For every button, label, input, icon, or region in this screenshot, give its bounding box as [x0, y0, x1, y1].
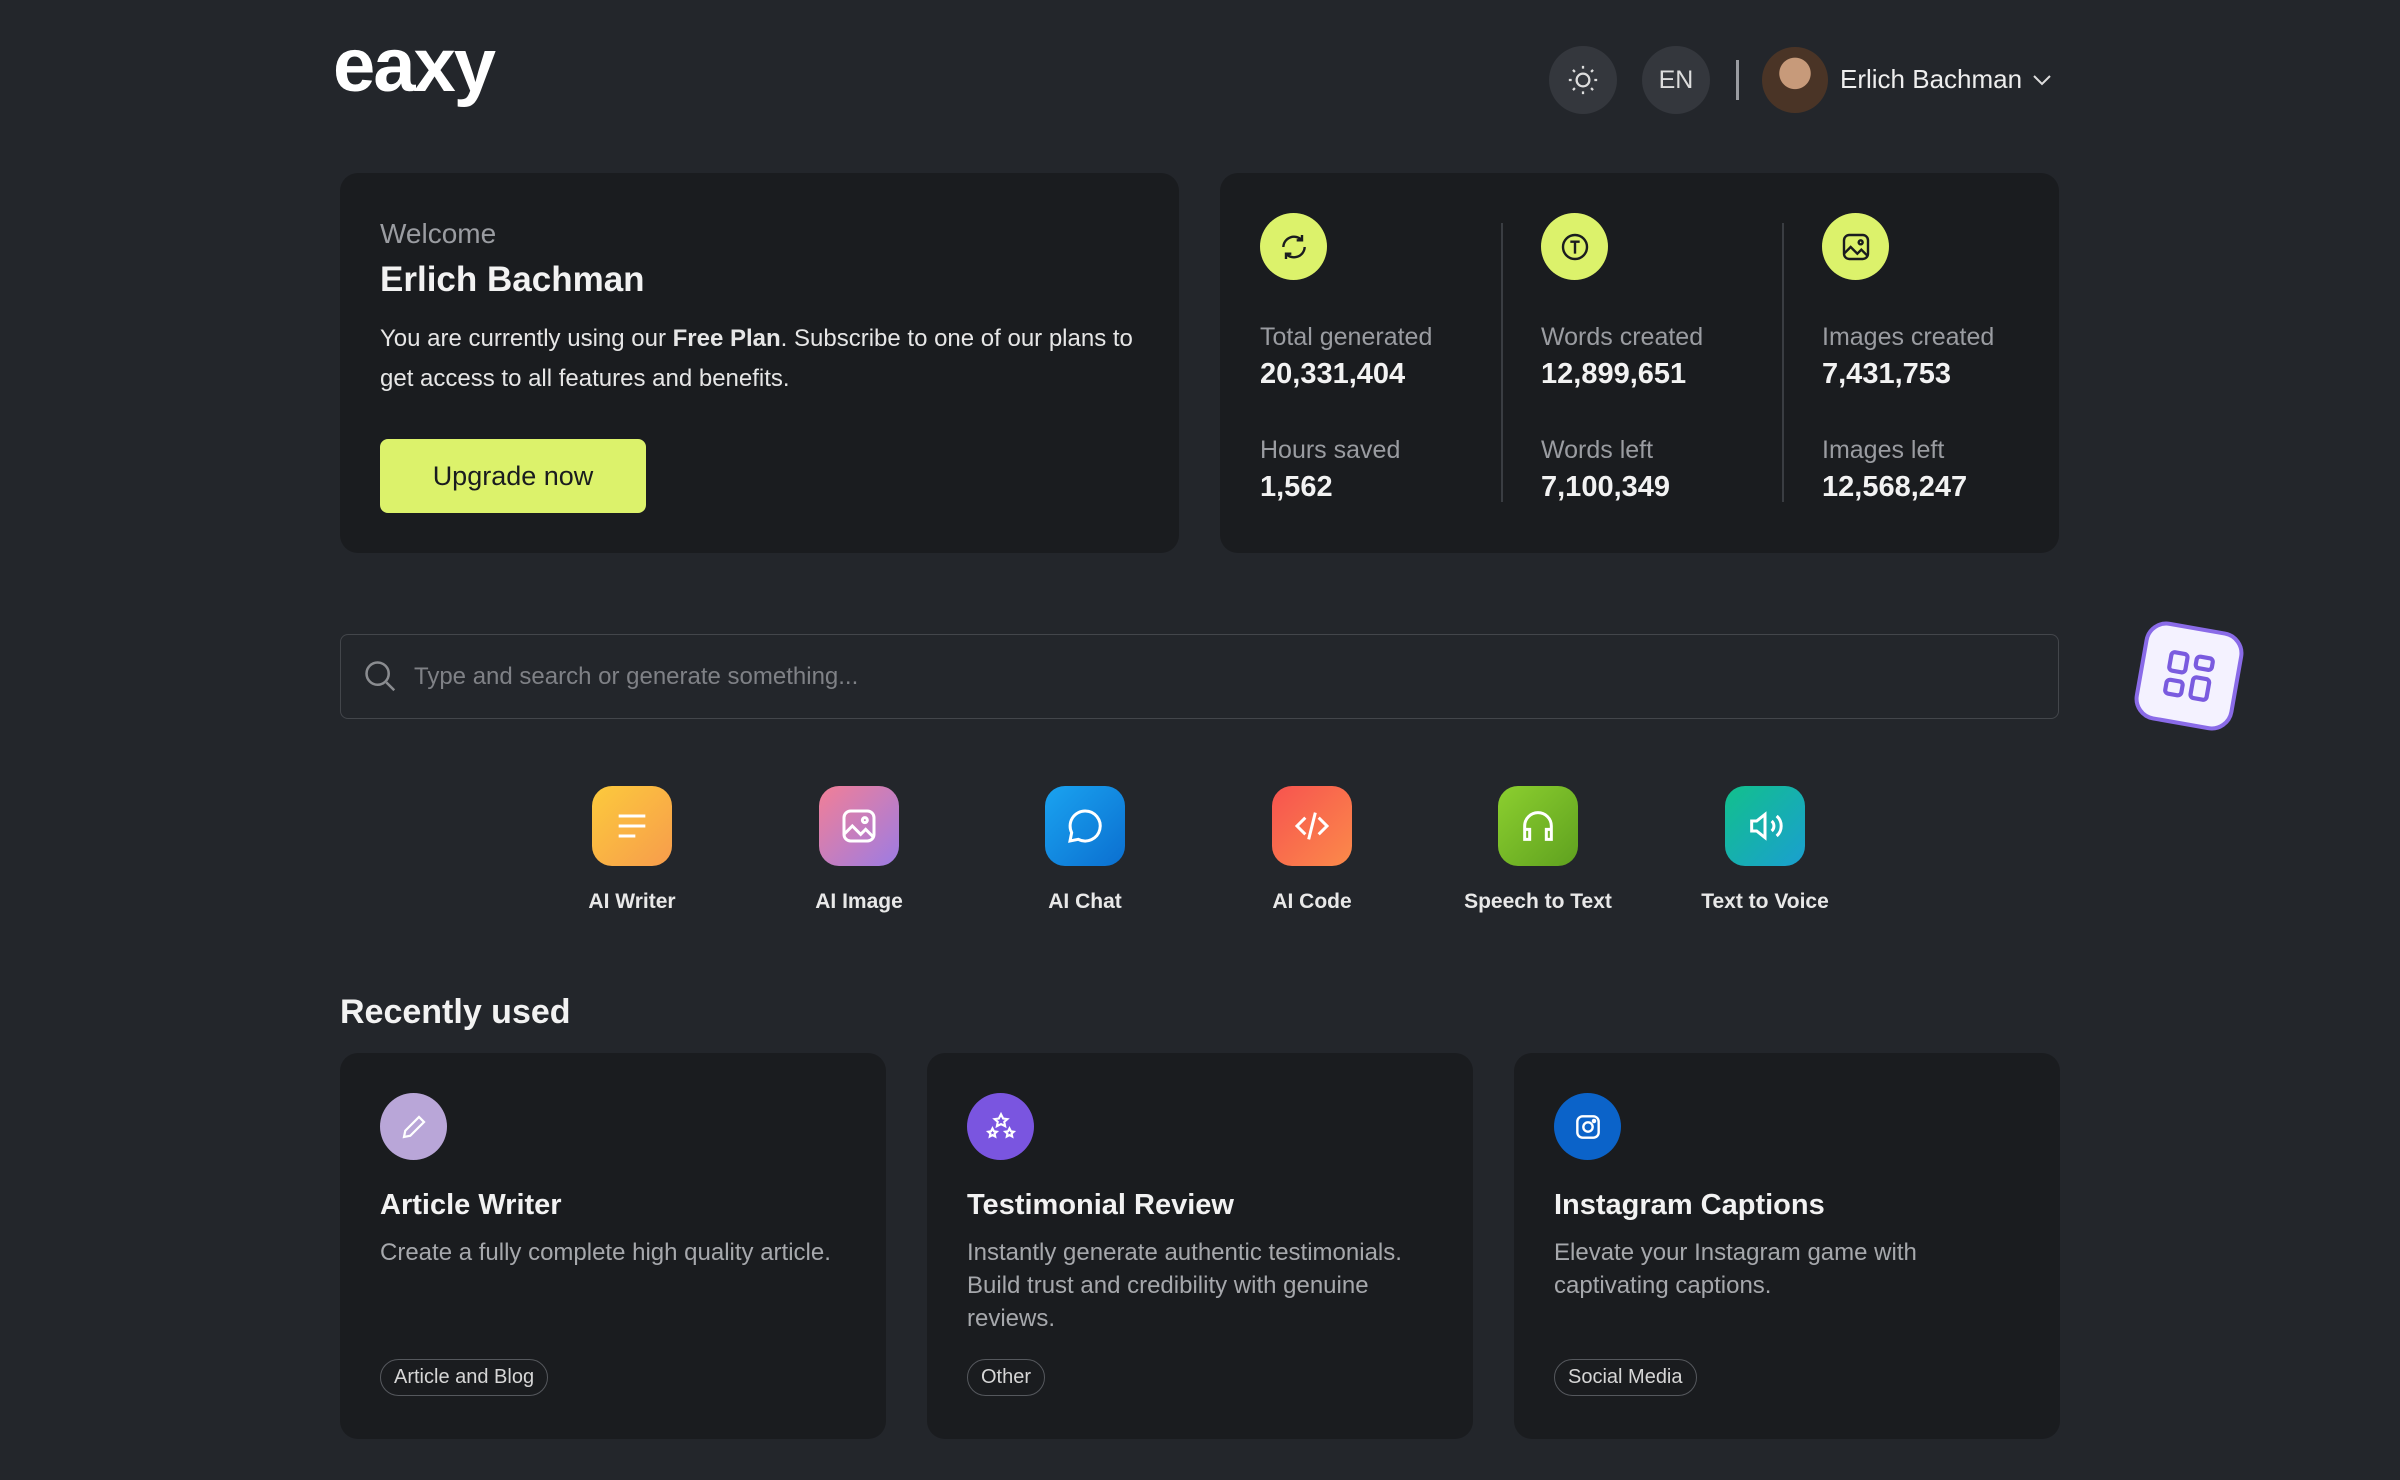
stat-value: 20,331,404	[1260, 358, 1406, 390]
tool[interactable]: Speech to Text	[1438, 786, 1638, 914]
search-placeholder: Type and search or generate something...	[414, 663, 859, 690]
plan-name: Free Plan	[672, 325, 781, 352]
logo[interactable]: eaxy	[333, 23, 496, 108]
language-button[interactable]: EN	[1642, 46, 1710, 114]
card-title: Testimonial Review	[967, 1189, 1234, 1221]
stat-value: 7,431,753	[1822, 358, 1952, 390]
dropdown-chevron[interactable]	[2030, 68, 2054, 92]
card-tag: Other	[967, 1359, 1046, 1396]
card-description: Instantly generate authentic testimonial…	[967, 1239, 1402, 1332]
card-icon	[1554, 1093, 1621, 1160]
card-icon	[380, 1093, 447, 1160]
stat-value: 1,562	[1260, 471, 1333, 503]
tool-icon	[1045, 786, 1125, 866]
theme-toggle[interactable]	[1549, 46, 1617, 114]
section-title: Recently used	[340, 993, 571, 1031]
tool-label: AI Chat	[1048, 890, 1122, 913]
message-text: . Subscribe to one of our plans to get a…	[380, 325, 1133, 392]
tool[interactable]: AI Writer	[532, 786, 732, 914]
stat-label: Total generated	[1260, 323, 1433, 351]
card-description: Create a fully complete high quality art…	[380, 1239, 831, 1266]
stat-icon	[1260, 213, 1327, 280]
tool-label: Text to Voice	[1701, 890, 1829, 913]
card-tag: Social Media	[1554, 1359, 1697, 1396]
tool-icon	[592, 786, 672, 866]
tool[interactable]: AI Chat	[985, 786, 1185, 914]
divider	[1736, 60, 1739, 100]
tool-icon	[1272, 786, 1352, 866]
tool[interactable]: Text to Voice	[1665, 786, 1865, 914]
floating-apps-button[interactable]	[2131, 618, 2247, 734]
divider	[1501, 223, 1503, 502]
search-icon	[365, 661, 396, 692]
stats-card: Total generated 20,331,404 Hours saved 1…	[1220, 173, 2059, 553]
search-bar[interactable]: Type and search or generate something...	[340, 634, 2059, 719]
tool-icon	[1498, 786, 1578, 866]
card-description: Elevate your Instagram game with captiva…	[1554, 1239, 1917, 1299]
stat-label: Words created	[1541, 323, 1704, 351]
card-icon	[967, 1093, 1034, 1160]
template-card[interactable]: Testimonial Review Instantly generate au…	[927, 1053, 1473, 1439]
tool-label: Speech to Text	[1464, 890, 1612, 913]
tool-label: AI Writer	[588, 890, 676, 913]
message-text: You are currently using our	[380, 325, 673, 352]
welcome-name: Erlich Bachman	[380, 260, 645, 299]
template-card[interactable]: Instagram Captions Elevate your Instagra…	[1514, 1053, 2060, 1439]
card-title: Instagram Captions	[1554, 1189, 1825, 1221]
tool-label: AI Image	[815, 890, 903, 913]
stat-label: Images created	[1822, 323, 1995, 351]
stat-value: 12,899,651	[1541, 358, 1687, 390]
avatar[interactable]	[1762, 47, 1828, 113]
stat-label: Hours saved	[1260, 436, 1401, 464]
upgrade-button[interactable]: Upgrade now	[380, 439, 646, 513]
divider	[1782, 223, 1784, 502]
plan-message: You are currently using our Free Plan. S…	[380, 319, 1150, 399]
user-name[interactable]: Erlich Bachman	[1840, 64, 2023, 94]
stat-icon	[1822, 213, 1889, 280]
card-title: Article Writer	[380, 1189, 562, 1221]
stat-value: 12,568,247	[1822, 471, 1968, 503]
tool-label: AI Code	[1272, 890, 1352, 913]
stat-value: 7,100,349	[1541, 471, 1671, 503]
template-card[interactable]: Article Writer Create a fully complete h…	[340, 1053, 886, 1439]
card-tag: Article and Blog	[380, 1359, 549, 1396]
welcome-card: Welcome Erlich Bachman You are currently…	[340, 173, 1179, 553]
stat-label: Images left	[1822, 436, 1945, 464]
tool-icon	[1725, 786, 1805, 866]
tool[interactable]: AI Code	[1212, 786, 1412, 914]
greeting: Welcome	[380, 218, 497, 249]
tool-icon	[819, 786, 899, 866]
stat-label: Words left	[1541, 436, 1654, 464]
tool[interactable]: AI Image	[759, 786, 959, 914]
stat-icon	[1541, 213, 1608, 280]
